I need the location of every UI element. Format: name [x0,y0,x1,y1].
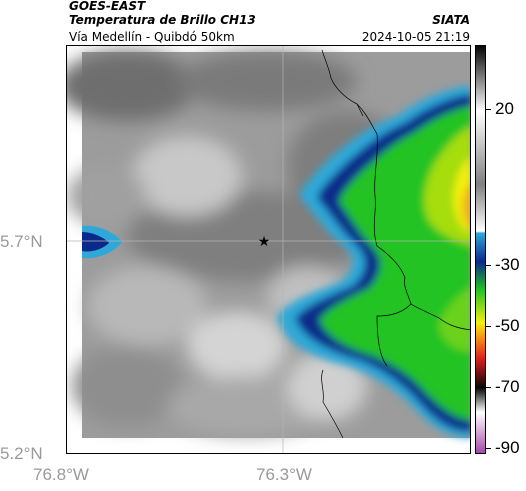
satellite-map[interactable]: ★ [66,45,471,454]
star-icon: ★ [258,234,271,250]
convective-system [277,86,470,438]
satellite-title: GOES-EAST [69,0,146,13]
colorbar-tick [486,109,491,110]
lon-label-76.8: 76.8°W [33,465,89,484]
colorbar-label-minus70: -70 [495,377,520,396]
product-title: Temperatura de Brillo CH13 [69,13,256,27]
country-borders [321,49,470,439]
colorbar-tick [486,448,491,449]
colorbar-tick [486,326,491,327]
location-label: Vía Medellín - Quibdó 50km [69,30,235,44]
colorbar-label-minus30: -30 [495,255,520,274]
colorbar-label-minus50: -50 [495,316,520,335]
lon-label-76.3: 76.3°W [256,465,312,484]
west-cold-cloud [82,225,122,259]
colorbar-label-minus90: -90 [495,438,520,457]
graticule [67,46,470,453]
colorbar-tick [486,387,491,388]
colorbar [475,45,486,454]
timestamp-label: 2024-10-05 21:19 [361,30,470,44]
colorbar-label-20: 20 [495,99,514,118]
lat-label-5.7: 5.7°N [0,232,43,251]
colorbar-tick [486,265,491,266]
organization-label: SIATA [432,13,470,27]
lat-label-5.2: 5.2°N [0,444,43,463]
map-canvas: ★ [67,46,470,453]
